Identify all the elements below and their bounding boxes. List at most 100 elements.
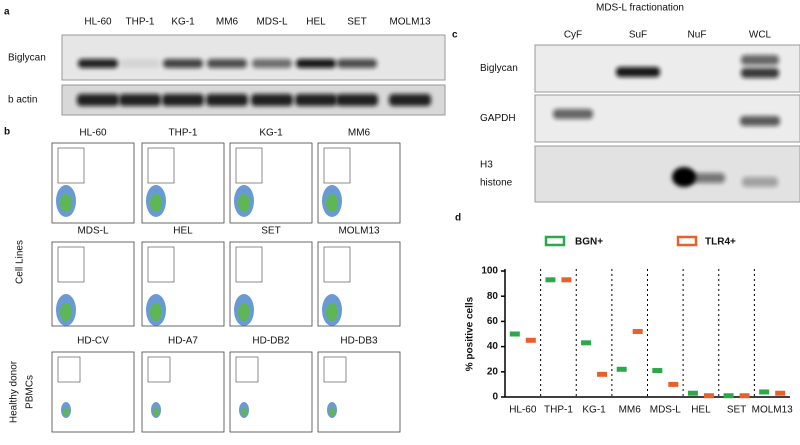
dot — [652, 368, 663, 374]
band — [296, 59, 336, 68]
band — [163, 59, 203, 68]
flow-plot — [229, 351, 313, 433]
cell-core — [153, 408, 159, 416]
row-label: GAPDH — [480, 113, 516, 124]
x-tick-label: HEL — [691, 405, 711, 416]
band — [616, 67, 660, 77]
band — [206, 94, 248, 106]
panel-title: MDS-L fractionation — [596, 3, 684, 14]
panel-letter: d — [455, 213, 461, 224]
y-tick-label: 100 — [481, 266, 498, 277]
y-tick-label: 80 — [487, 291, 499, 302]
cell-core — [326, 194, 338, 212]
plot-title: KG-1 — [259, 128, 283, 139]
plot-title: HD-DB3 — [340, 336, 378, 347]
lane-label: KG-1 — [171, 17, 195, 28]
cell-core — [329, 408, 335, 416]
gate — [323, 246, 351, 283]
band — [672, 167, 696, 187]
legend-swatch — [676, 235, 698, 247]
row-label: Healthy donor — [9, 360, 20, 423]
plot-title: HD-A7 — [168, 336, 198, 347]
legend-label: TLR4+ — [705, 237, 736, 248]
lane-label: MOLM13 — [389, 17, 431, 28]
dot — [687, 390, 698, 396]
dot — [759, 389, 770, 395]
band — [742, 177, 778, 187]
band — [741, 68, 779, 78]
lane-label: MDS-L — [256, 17, 288, 28]
band — [740, 116, 780, 126]
band — [389, 94, 431, 106]
column-label: NuF — [688, 30, 707, 41]
row-label: histone — [480, 178, 513, 189]
panel-letter: c — [452, 30, 458, 41]
dot — [723, 393, 734, 399]
x-tick-label: MOLM13 — [752, 405, 794, 416]
panel-letter: a — [4, 7, 10, 18]
gate — [57, 147, 85, 184]
column-label: SuF — [629, 30, 647, 41]
lane-label: MM6 — [216, 17, 239, 28]
band — [119, 94, 161, 106]
dot — [581, 340, 592, 346]
row-label: Biglycan — [480, 63, 518, 74]
y-tick-label: 60 — [487, 316, 499, 327]
blot — [534, 145, 800, 203]
x-tick-label: THP-1 — [544, 405, 573, 416]
band — [337, 59, 377, 68]
gate — [235, 356, 259, 383]
dot — [668, 381, 679, 387]
cell-core — [326, 303, 338, 321]
gate — [235, 246, 263, 283]
dot — [509, 331, 520, 337]
row-label: Biglycan — [8, 53, 46, 64]
dot — [775, 390, 786, 396]
plot-title: HL-60 — [79, 128, 107, 139]
dot — [739, 393, 750, 399]
dot — [597, 371, 608, 377]
band — [162, 94, 204, 106]
row-label: Cell Lines — [15, 240, 26, 284]
plot-title: MM6 — [348, 128, 371, 139]
lane-label: HL-60 — [84, 17, 112, 28]
band — [251, 94, 293, 106]
legend-label: BGN+ — [575, 237, 603, 248]
band — [295, 94, 337, 106]
gate — [147, 147, 175, 184]
cell-core — [238, 194, 250, 212]
gate — [57, 246, 85, 283]
gate — [147, 246, 175, 283]
column-label: CyF — [564, 30, 582, 41]
x-tick-label: SET — [727, 405, 746, 416]
dot — [632, 328, 643, 334]
dot — [545, 277, 556, 283]
band — [207, 59, 247, 68]
dot — [703, 393, 714, 399]
gate — [147, 356, 171, 383]
row-label: b actin — [8, 95, 37, 106]
cell-core — [63, 408, 69, 416]
cell-core — [238, 303, 250, 321]
gate — [57, 356, 81, 383]
cell-core — [150, 194, 162, 212]
band — [553, 109, 593, 119]
dot — [561, 277, 572, 283]
gate — [323, 147, 351, 184]
lane-label: SET — [347, 17, 366, 28]
cell-core — [60, 303, 72, 321]
row-label: PBMCs — [25, 375, 36, 409]
plot-title: HEL — [173, 226, 193, 237]
plot-title: SET — [261, 226, 280, 237]
y-tick-label: 40 — [487, 341, 499, 352]
x-tick-label: MM6 — [619, 405, 642, 416]
row-label: H3 — [480, 160, 493, 171]
cell-core — [241, 408, 247, 416]
band — [120, 59, 160, 68]
gate — [323, 356, 347, 383]
x-tick-label: HL-60 — [509, 405, 537, 416]
x-tick-label: MDS-L — [650, 405, 682, 416]
plot-title: HD-CV — [77, 336, 109, 347]
lane-label: THP-1 — [126, 17, 155, 28]
flow-plot — [51, 351, 135, 433]
